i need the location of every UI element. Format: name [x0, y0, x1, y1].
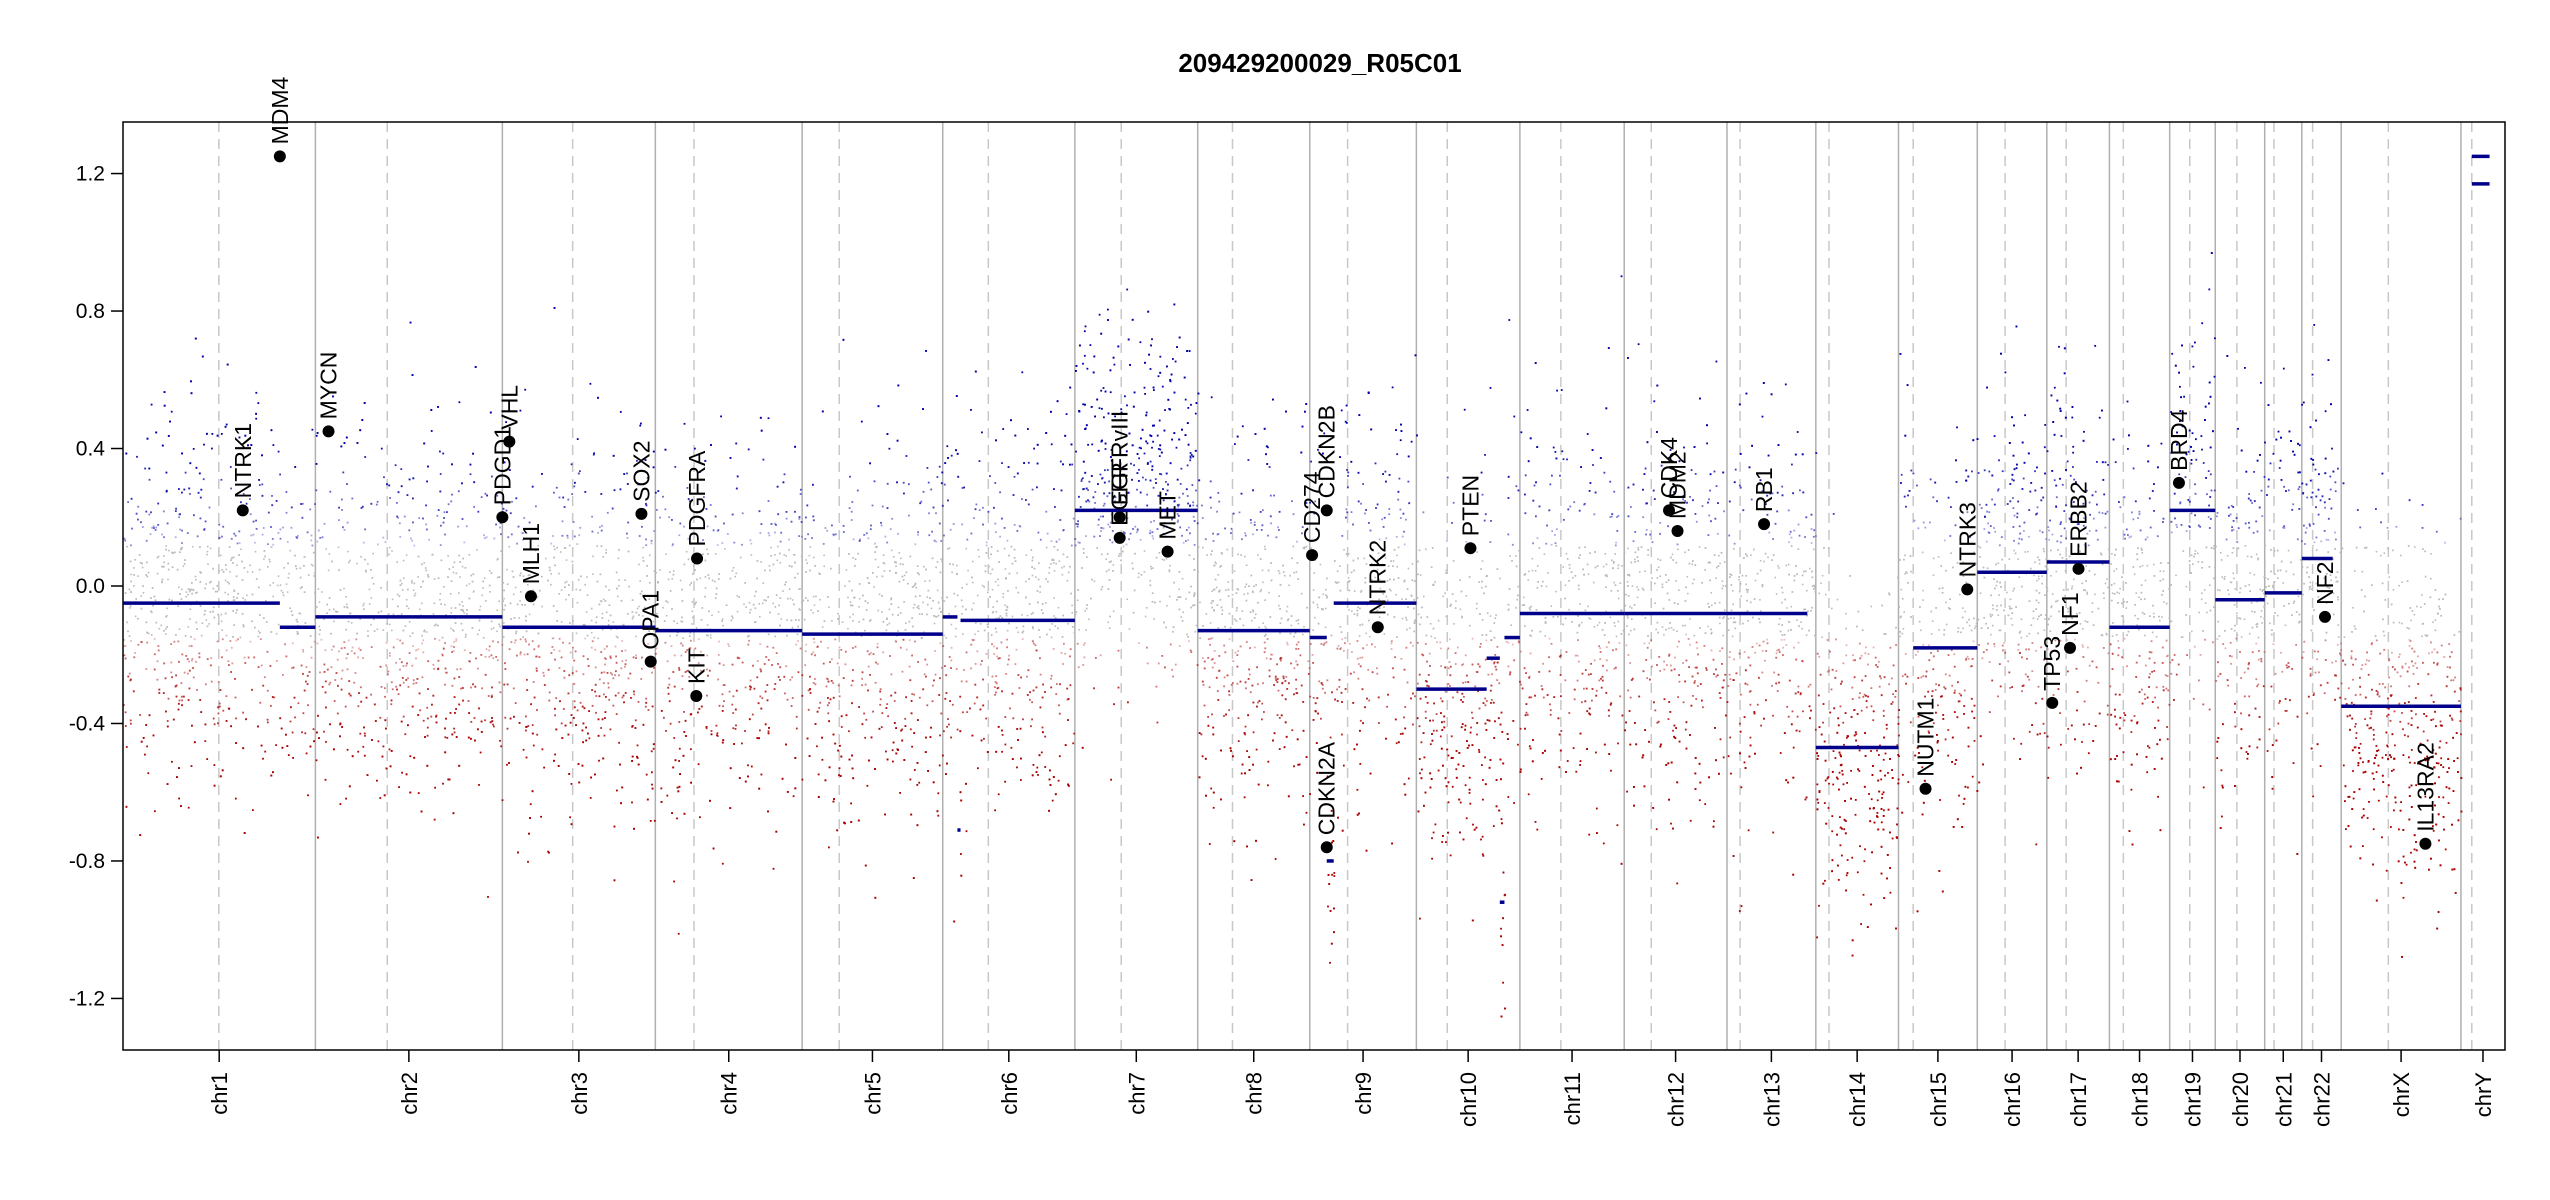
- gene-label: NF1: [2057, 592, 2083, 635]
- gene-marker: [524, 590, 537, 603]
- gene-marker: [496, 511, 509, 524]
- gene-marker: [2072, 562, 2085, 575]
- gene-marker: [644, 655, 657, 668]
- gene-marker: [1320, 841, 1333, 854]
- gene-label: NTRK3: [1954, 502, 1980, 577]
- chromosome-label: chr18: [2128, 1072, 2153, 1127]
- gene-label: VHL: [496, 385, 522, 430]
- gene-marker: [273, 150, 286, 163]
- gene-marker: [1663, 504, 1676, 517]
- plot-area: [123, 122, 2490, 1050]
- y-tick-label: 1.2: [76, 163, 105, 186]
- probe-points-gain: [123, 252, 2462, 547]
- gene-label: IL13RA2: [2412, 742, 2438, 832]
- gene-label: CD274: [1299, 471, 1325, 543]
- gene-label: MLH1: [518, 523, 544, 584]
- gene-marker: [503, 435, 516, 448]
- gene-marker: [1320, 504, 1333, 517]
- gene-label: NTRK2: [1365, 540, 1391, 615]
- gene-marker: [1961, 583, 1974, 596]
- gene-marker: [2172, 476, 2185, 489]
- gene-label: MET: [1155, 491, 1181, 540]
- gene-marker: [236, 504, 249, 517]
- gene-marker: [1371, 621, 1384, 634]
- gene-label: KIT: [683, 648, 709, 684]
- gene-marker: [2064, 641, 2077, 654]
- gene-marker: [2419, 837, 2432, 850]
- gene-marker: [1919, 782, 1932, 795]
- chart-title: 209429200029_R05C01: [1178, 48, 1461, 78]
- gene-marker: [1113, 511, 1126, 524]
- gene-marker: [322, 425, 335, 438]
- gene-marker: [1758, 518, 1771, 531]
- gene-label: PDGFRA: [684, 450, 710, 547]
- chromosome-label: chr9: [1351, 1072, 1376, 1115]
- chromosome-label: chr10: [1456, 1072, 1481, 1127]
- gene-label: MDM4: [267, 76, 293, 144]
- gene-marker: [690, 689, 703, 702]
- chromosome-label: chr22: [2310, 1072, 2335, 1127]
- chromosome-label: chr8: [1242, 1072, 1267, 1115]
- chromosome-label: chr6: [997, 1072, 1022, 1115]
- gene-label: MYCN: [316, 352, 342, 420]
- chromosome-label: chr14: [1845, 1072, 1870, 1127]
- chromosome-label: chr20: [2228, 1072, 2253, 1127]
- gene-label: NF2: [2312, 561, 2338, 604]
- gene-label: PDGD1: [489, 426, 515, 505]
- chromosome-label: chr2: [397, 1072, 422, 1115]
- chromosome-label: chr1: [207, 1072, 232, 1115]
- chromosome-label: chr4: [717, 1072, 742, 1115]
- gene-marker: [2318, 610, 2331, 623]
- gene-label: CDKN2B: [1314, 405, 1340, 498]
- gene-marker: [2046, 696, 2059, 709]
- gene-label: CDKN2A: [1314, 741, 1340, 835]
- y-tick-label: -0.4: [69, 712, 106, 735]
- y-tick-label: -1.2: [69, 987, 105, 1010]
- chromosome-label: chr19: [2180, 1072, 2205, 1127]
- gene-label: SOX2: [628, 440, 654, 501]
- chromosome-label: chrX: [2389, 1072, 2414, 1118]
- probe-points-loss: [123, 637, 2463, 1018]
- gene-label: OPA1: [638, 590, 664, 650]
- gene-marker: [1464, 542, 1477, 555]
- gene-label: EGFRvIII: [1107, 411, 1133, 506]
- gene-label: BRD4: [2166, 409, 2192, 471]
- gene-marker: [635, 507, 648, 520]
- gene-label: TP53: [2039, 636, 2065, 691]
- gene-marker: [1161, 545, 1174, 558]
- gene-label: NUTM1: [1913, 698, 1939, 777]
- chromosome-label: chr15: [1926, 1072, 1951, 1127]
- chromosome-label: chr7: [1124, 1072, 1149, 1115]
- chromosome-label: chr3: [567, 1072, 592, 1115]
- gene-label: EGFR: [1107, 462, 1133, 526]
- gene-label: CDK4: [1656, 437, 1682, 499]
- gene-label: PTEN: [1457, 475, 1483, 536]
- gene-marker: [691, 552, 704, 565]
- chromosome-label: chr13: [1759, 1072, 1784, 1127]
- gene-marker: [1306, 549, 1319, 562]
- y-tick-label: 0.4: [76, 438, 106, 461]
- chromosome-label: chr11: [1560, 1072, 1585, 1125]
- chromosome-label: chr5: [860, 1072, 885, 1115]
- gene-marker: [1671, 525, 1684, 538]
- y-tick-label: 0.8: [76, 300, 105, 323]
- plot-frame: [122, 121, 2506, 1051]
- chromosome-label: chr12: [1664, 1072, 1689, 1127]
- gene-label: NTRK1: [230, 423, 256, 498]
- gene-marker: [1113, 531, 1126, 544]
- chromosome-label: chrY: [2471, 1072, 2496, 1118]
- chromosome-label: chr17: [2066, 1072, 2091, 1127]
- gene-label: MDM2: [1665, 451, 1691, 519]
- chromosome-label: chr16: [2000, 1072, 2025, 1127]
- gene-label: ERBB2: [2066, 481, 2092, 556]
- y-tick-label: 0.0: [76, 575, 105, 598]
- y-tick-label: -0.8: [69, 850, 105, 873]
- chromosome-label: chr21: [2271, 1072, 2296, 1127]
- gene-label: RB1: [1751, 467, 1777, 512]
